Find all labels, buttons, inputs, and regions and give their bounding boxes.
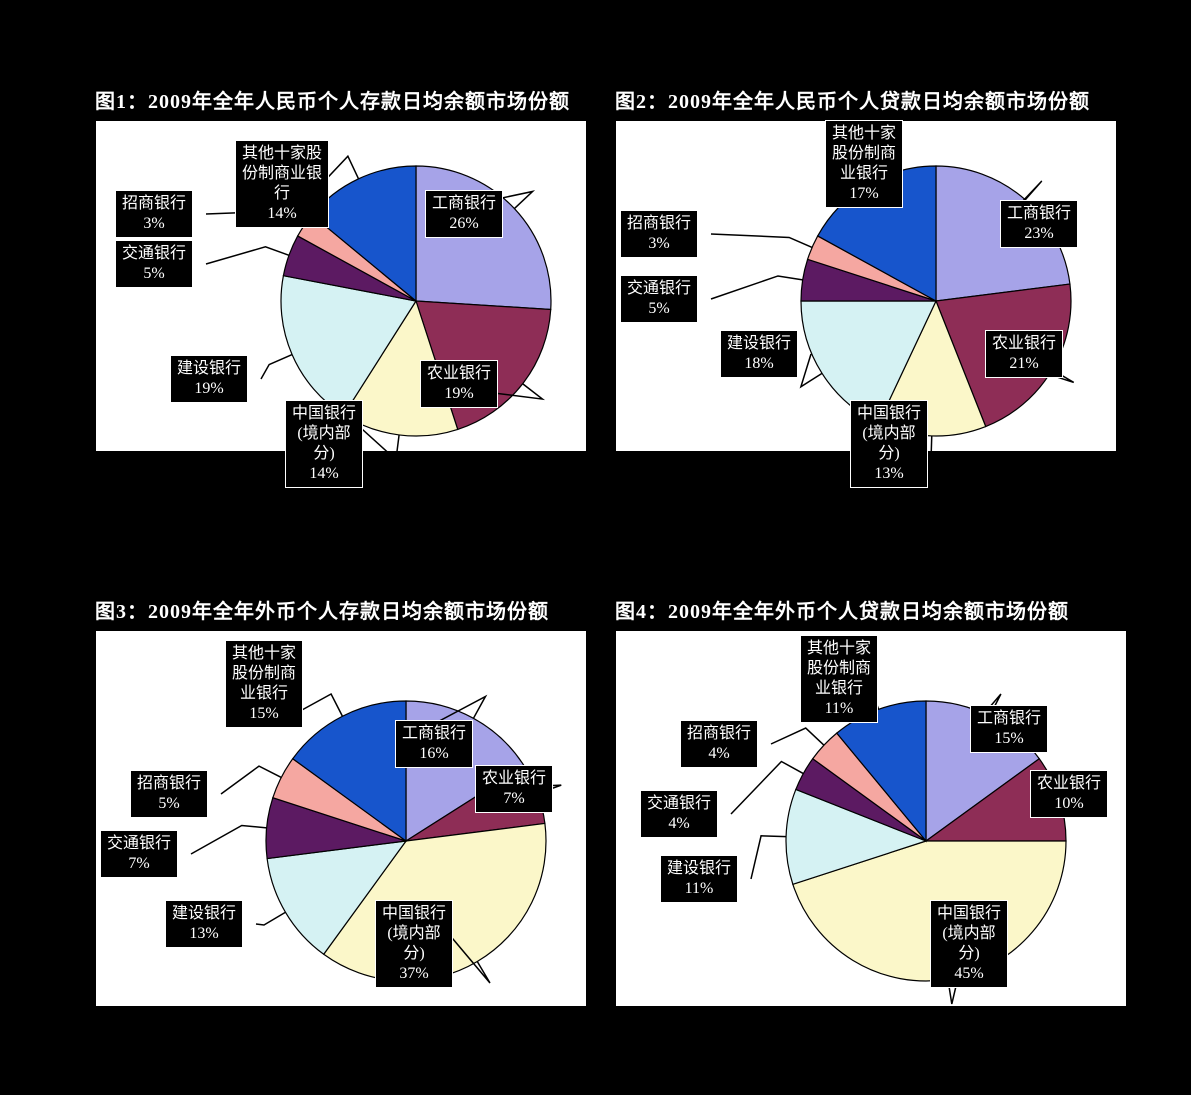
label-d-bocom: 交通银行 4% <box>640 790 718 838</box>
leader-a-ccb <box>261 355 292 379</box>
title-chart-d: 图4：2009年全年外币个人贷款日均余额市场份额 <box>615 595 1069 624</box>
label-c-abc: 农业银行 7% <box>475 765 553 813</box>
leader-c-bocom <box>191 825 267 854</box>
label-c-bocom: 交通银行 7% <box>100 830 178 878</box>
label-b-boc: 中国银行 (境内部 分) 13% <box>850 400 928 488</box>
label-c-icbc: 工商银行 16% <box>395 720 473 768</box>
label-b-abc: 农业银行 21% <box>985 330 1063 378</box>
label-b-other: 其他十家 股份制商 业银行 17% <box>825 120 903 208</box>
label-c-other: 其他十家 股份制商 业银行 15% <box>225 640 303 728</box>
label-c-ccb: 建设银行 13% <box>165 900 243 948</box>
title-chart-c: 图3：2009年全年外币个人存款日均余额市场份额 <box>95 595 549 624</box>
label-a-ccb: 建设银行 19% <box>170 355 248 403</box>
chart-panel-c <box>95 630 587 1007</box>
leader-b-cmb <box>711 234 812 247</box>
label-d-ccb: 建设银行 11% <box>660 855 738 903</box>
label-d-boc: 中国银行 (境内部 分) 45% <box>930 900 1008 988</box>
label-c-cmb: 招商银行 5% <box>130 770 208 818</box>
label-a-other: 其他十家股 份制商业银 行 14% <box>235 140 329 228</box>
title-chart-a: 图1：2009年全年人民币个人存款日均余额市场份额 <box>95 85 570 114</box>
label-d-abc: 农业银行 10% <box>1030 770 1108 818</box>
label-b-cmb: 招商银行 3% <box>620 210 698 258</box>
leader-b-bocom <box>711 276 803 299</box>
pie-c <box>96 631 586 1006</box>
label-b-ccb: 建设银行 18% <box>720 330 798 378</box>
label-b-icbc: 工商银行 23% <box>1000 200 1078 248</box>
title-chart-b: 图2：2009年全年人民币个人贷款日均余额市场份额 <box>615 85 1090 114</box>
label-d-other: 其他十家 股份制商 业银行 11% <box>800 635 878 723</box>
label-d-cmb: 招商银行 4% <box>680 720 758 768</box>
label-a-cmb: 招商银行 3% <box>115 190 193 238</box>
leader-d-ccb <box>751 836 786 879</box>
leader-c-cmb <box>221 766 281 794</box>
leader-c-ccb <box>256 912 285 925</box>
label-c-boc: 中国银行 (境内部 分) 37% <box>375 900 453 988</box>
label-a-icbc: 工商银行 26% <box>425 190 503 238</box>
label-b-bocom: 交通银行 5% <box>620 275 698 323</box>
label-a-abc: 农业银行 19% <box>420 360 498 408</box>
label-d-icbc: 工商银行 15% <box>970 705 1048 753</box>
page-root: 图1：2009年全年人民币个人存款日均余额市场份额 图2：2009年全年人民币个… <box>0 0 1191 1095</box>
leader-d-cmb <box>771 728 824 745</box>
leader-a-bocom <box>206 247 289 264</box>
label-a-bocom: 交通银行 5% <box>115 240 193 288</box>
label-a-boc: 中国银行 (境内部 分) 14% <box>285 400 363 488</box>
